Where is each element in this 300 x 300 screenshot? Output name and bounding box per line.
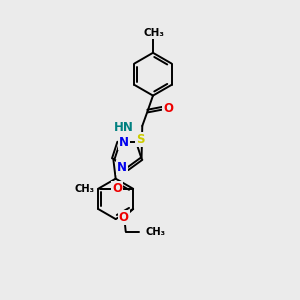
Text: N: N [117,161,128,174]
Text: CH₃: CH₃ [74,184,94,194]
Text: CH₃: CH₃ [143,28,164,38]
Text: CH₃: CH₃ [146,226,166,237]
Text: N: N [119,136,129,149]
Text: O: O [112,182,122,195]
Text: O: O [118,211,129,224]
Text: S: S [136,133,145,146]
Text: O: O [164,102,173,115]
Text: HN: HN [113,121,134,134]
